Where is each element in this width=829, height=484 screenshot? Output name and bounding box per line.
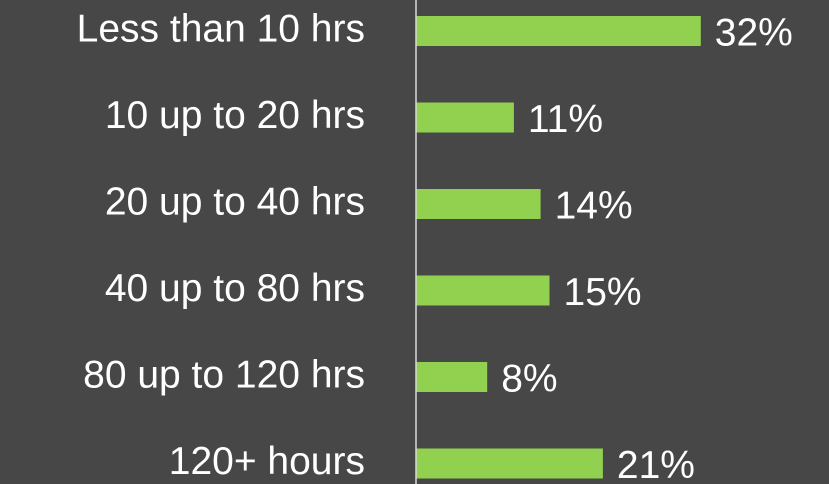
value-label: 14% [555,184,633,227]
bar [416,16,701,46]
value-label: 21% [617,444,695,484]
value-label: 32% [715,11,793,54]
value-label: 11% [528,98,603,141]
value-label: 15% [564,271,642,314]
bar [416,362,488,392]
category-label: Less than 10 hrs [77,7,365,50]
bar [416,275,550,306]
bar [416,448,603,479]
category-label: 40 up to 80 hrs [105,267,365,310]
category-label: 120+ hours [169,440,365,483]
category-label: 80 up to 120 hrs [83,353,365,396]
category-label: 10 up to 20 hrs [105,94,365,137]
bar [416,102,514,133]
category-label: 20 up to 40 hrs [105,180,365,223]
value-label: 8% [501,357,557,400]
bar [416,189,541,219]
